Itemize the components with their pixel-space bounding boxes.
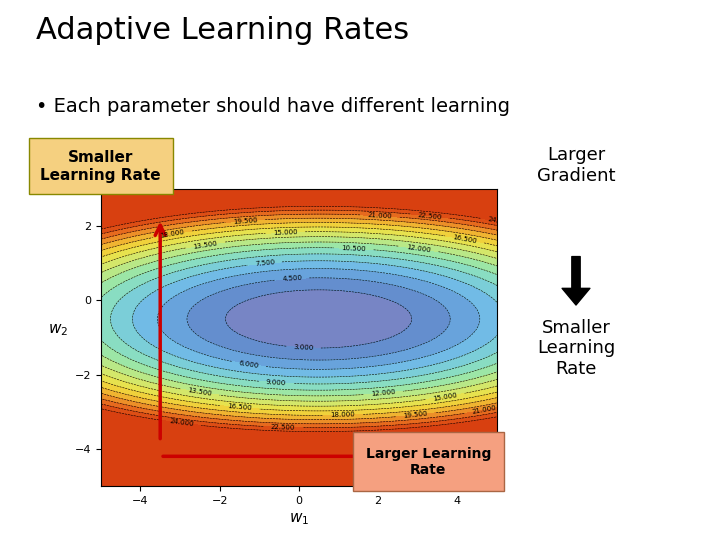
Text: 13.500: 13.500: [193, 240, 218, 249]
Text: 12.000: 12.000: [406, 244, 431, 253]
Text: 18.000: 18.000: [160, 229, 185, 239]
Text: 16.500: 16.500: [452, 234, 477, 244]
Text: Adaptive Learning Rates: Adaptive Learning Rates: [36, 16, 409, 45]
Text: 16.500: 16.500: [227, 403, 252, 411]
Text: 22.500: 22.500: [271, 424, 295, 430]
X-axis label: $w_1$: $w_1$: [289, 511, 309, 527]
Text: Smaller
Learning Rate: Smaller Learning Rate: [40, 150, 161, 183]
Text: 13.500: 13.500: [187, 387, 212, 397]
Text: 21.000: 21.000: [368, 212, 392, 220]
Text: • Each parameter should have different learning: • Each parameter should have different l…: [36, 97, 510, 116]
Text: Larger
Gradient: Larger Gradient: [536, 146, 616, 185]
Text: 24.000: 24.000: [169, 418, 194, 428]
Text: 22.500: 22.500: [418, 212, 443, 220]
Text: 15.000: 15.000: [273, 229, 298, 236]
Text: 7.500: 7.500: [254, 259, 275, 267]
Text: 6.000: 6.000: [238, 360, 259, 369]
Text: 19.500: 19.500: [403, 411, 428, 419]
Text: 4.500: 4.500: [282, 275, 302, 282]
Y-axis label: $w_2$: $w_2$: [48, 322, 68, 338]
Text: 10.500: 10.500: [341, 245, 366, 252]
Text: 9.000: 9.000: [266, 379, 287, 386]
Text: 18.000: 18.000: [330, 412, 355, 418]
Text: 15.000: 15.000: [433, 392, 458, 402]
Text: 24.000: 24.000: [487, 217, 513, 227]
Text: Larger Learning
Rate: Larger Learning Rate: [366, 447, 491, 477]
Text: 21.000: 21.000: [472, 405, 497, 415]
Text: 3.000: 3.000: [293, 344, 314, 351]
Text: 12.000: 12.000: [371, 389, 396, 397]
Text: 19.500: 19.500: [233, 217, 258, 225]
Text: Smaller
Learning
Rate: Smaller Learning Rate: [537, 319, 615, 378]
